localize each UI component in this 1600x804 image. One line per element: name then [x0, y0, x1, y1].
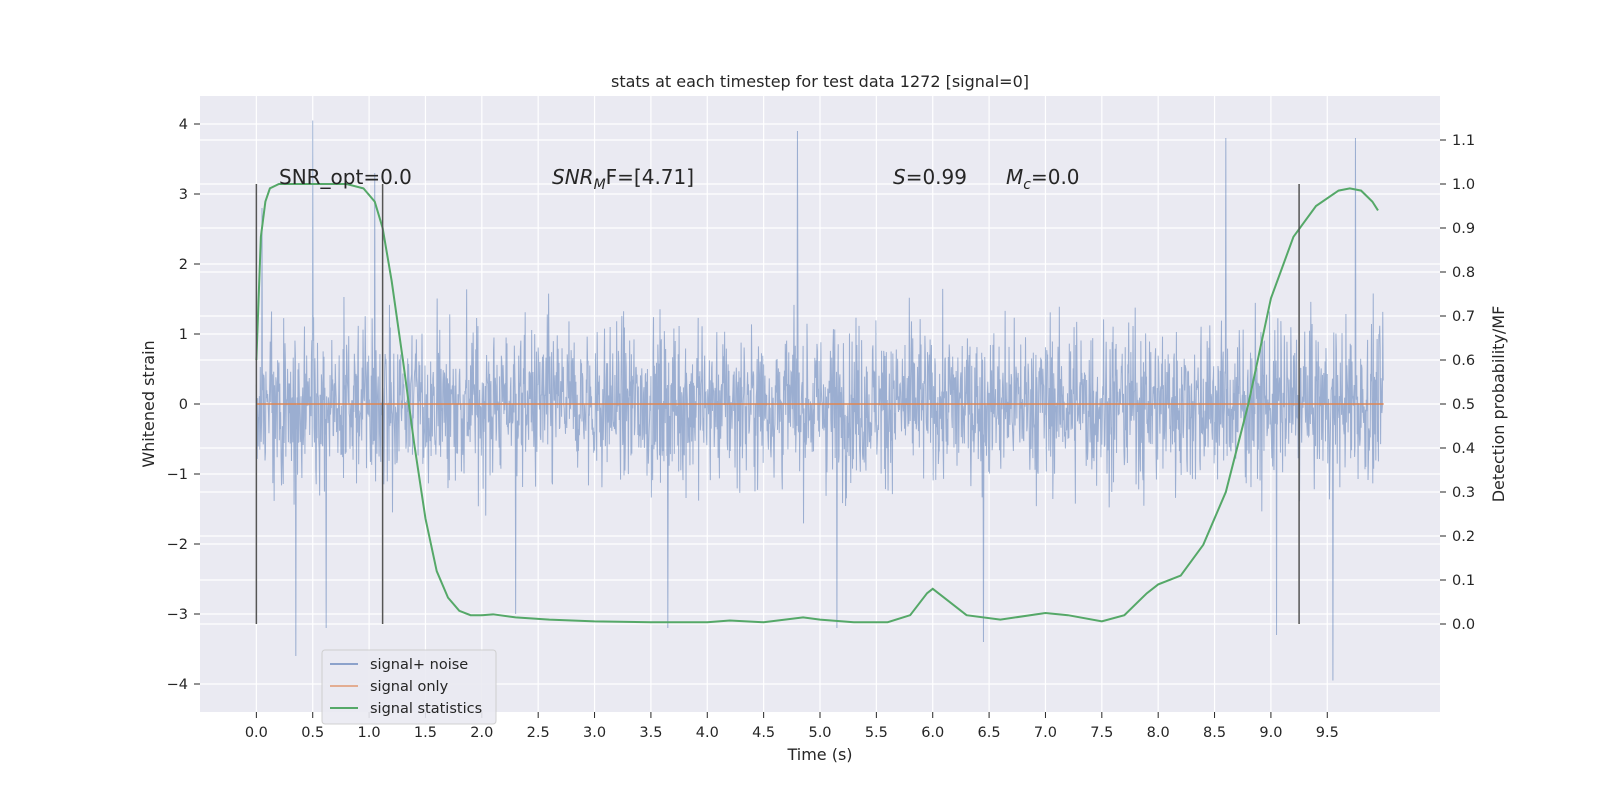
- y-right-tick-label-8: 0.8: [1452, 265, 1475, 281]
- y-axis-ticks-right: 0.0 0.1 0.2 0.3 0.4 0.5 0.6 0.7 0.8 0.9 1.0 1.1: [1440, 133, 1475, 633]
- y-right-tick-label-11: 1.1: [1452, 133, 1475, 149]
- y-tick-label-0: −4: [167, 677, 188, 693]
- annotations: SNR_opt=0.0 SNRMF=[4.71] S=0.99 Mc=0.0: [279, 165, 1080, 193]
- x-axis-label: Time (s): [786, 745, 852, 764]
- y-tick-label-2: −2: [167, 537, 188, 553]
- annotation-s: S=0.99: [893, 165, 967, 189]
- y-right-tick-label-10: 1.0: [1452, 177, 1475, 193]
- y-right-tick-label-2: 0.2: [1452, 529, 1475, 545]
- y-axis-label-right: Detection probability/MF: [1489, 306, 1508, 503]
- legend-box: [321, 649, 497, 725]
- annotation-mc-text: =0.0: [1031, 165, 1080, 189]
- x-tick-label-15: 7.5: [1090, 725, 1113, 741]
- x-tick-label-19: 9.5: [1316, 725, 1339, 741]
- y-tick-label-3: −1: [167, 467, 188, 483]
- x-tick-label-14: 7.0: [1034, 725, 1057, 741]
- x-tick-label-6: 3.0: [583, 725, 606, 741]
- x-tick-label-11: 5.5: [865, 725, 888, 741]
- series-line-signal-statistics: [255, 183, 1379, 624]
- x-tick-label-7: 3.5: [639, 725, 662, 741]
- chart-title: stats at each timestep for test data 127…: [611, 72, 1029, 91]
- y-right-tick-label-3: 0.3: [1452, 485, 1475, 501]
- y-tick-label-7: 3: [179, 187, 188, 203]
- series-line-signal-plus-noise: [255, 120, 1384, 681]
- legend: signal+ noise signal only signal statist…: [321, 649, 497, 725]
- x-tick-label-4: 2.0: [470, 725, 493, 741]
- y-axis-ticks-left: −4 −3 −2 −1 0 1 2 3 4: [167, 117, 200, 693]
- legend-label-signal-statistics: signal statistics: [370, 701, 482, 717]
- x-tick-label-0: 0.0: [245, 725, 268, 741]
- legend-label-signal-only: signal only: [370, 679, 449, 695]
- annotation-s-prefix: S: [893, 165, 906, 189]
- x-tick-label-10: 5.0: [808, 725, 831, 741]
- vertical-markers: [255, 184, 1300, 624]
- x-tick-label-17: 8.5: [1203, 725, 1226, 741]
- x-tick-label-1: 0.5: [301, 725, 324, 741]
- annotation-snr-mf-prefix: SNR: [552, 165, 594, 189]
- y-right-tick-label-6: 0.6: [1452, 353, 1475, 369]
- annotation-mc-prefix: M: [1006, 165, 1023, 189]
- y-right-tick-label-5: 0.5: [1452, 397, 1475, 413]
- annotation-snr-mf-sub: M: [594, 177, 606, 193]
- y-right-tick-label-7: 0.7: [1452, 309, 1475, 325]
- annotation-snr-mf-text: F=[4.71]: [606, 165, 694, 189]
- annotation-snr-mf: SNRMF=[4.71]: [552, 165, 694, 193]
- y-right-tick-label-0: 0.0: [1452, 617, 1475, 633]
- legend-label-signal-plus-noise: signal+ noise: [370, 657, 468, 673]
- y-right-tick-label-4: 0.4: [1452, 441, 1475, 457]
- x-tick-label-5: 2.5: [527, 725, 550, 741]
- x-tick-label-16: 8.0: [1147, 725, 1170, 741]
- y-tick-label-8: 4: [179, 117, 188, 133]
- y-tick-label-5: 1: [179, 327, 188, 343]
- y-tick-label-4: 0: [179, 397, 188, 413]
- x-tick-label-13: 6.5: [978, 725, 1001, 741]
- x-tick-label-12: 6.0: [921, 725, 944, 741]
- y-axis-label: Whitened strain: [139, 340, 158, 467]
- x-tick-label-2: 1.0: [358, 725, 381, 741]
- annotation-mc: Mc=0.0: [1006, 165, 1080, 193]
- annotation-s-text: =0.99: [906, 165, 967, 189]
- x-tick-label-18: 9.0: [1259, 725, 1282, 741]
- y-tick-label-1: −3: [167, 607, 188, 623]
- series-layer: [255, 183, 1384, 624]
- x-axis-ticks: 0.0 0.5 1.0 1.5 2.0 2.5 3.0 3.5 4.0 4.5 5.0 5.5 6.0 6…: [245, 712, 1339, 741]
- x-tick-label-8: 4.0: [696, 725, 719, 741]
- annotation-mc-sub: c: [1023, 177, 1031, 193]
- x-tick-label-9: 4.5: [752, 725, 775, 741]
- x-tick-label-3: 1.5: [414, 725, 437, 741]
- y-tick-label-6: 2: [179, 257, 188, 273]
- noise-series-signal-plus-noise: [255, 120, 1384, 681]
- y-right-tick-label-1: 0.1: [1452, 573, 1475, 589]
- y-right-tick-label-9: 0.9: [1452, 221, 1475, 237]
- annotation-snr-opt: SNR_opt=0.0: [279, 165, 412, 189]
